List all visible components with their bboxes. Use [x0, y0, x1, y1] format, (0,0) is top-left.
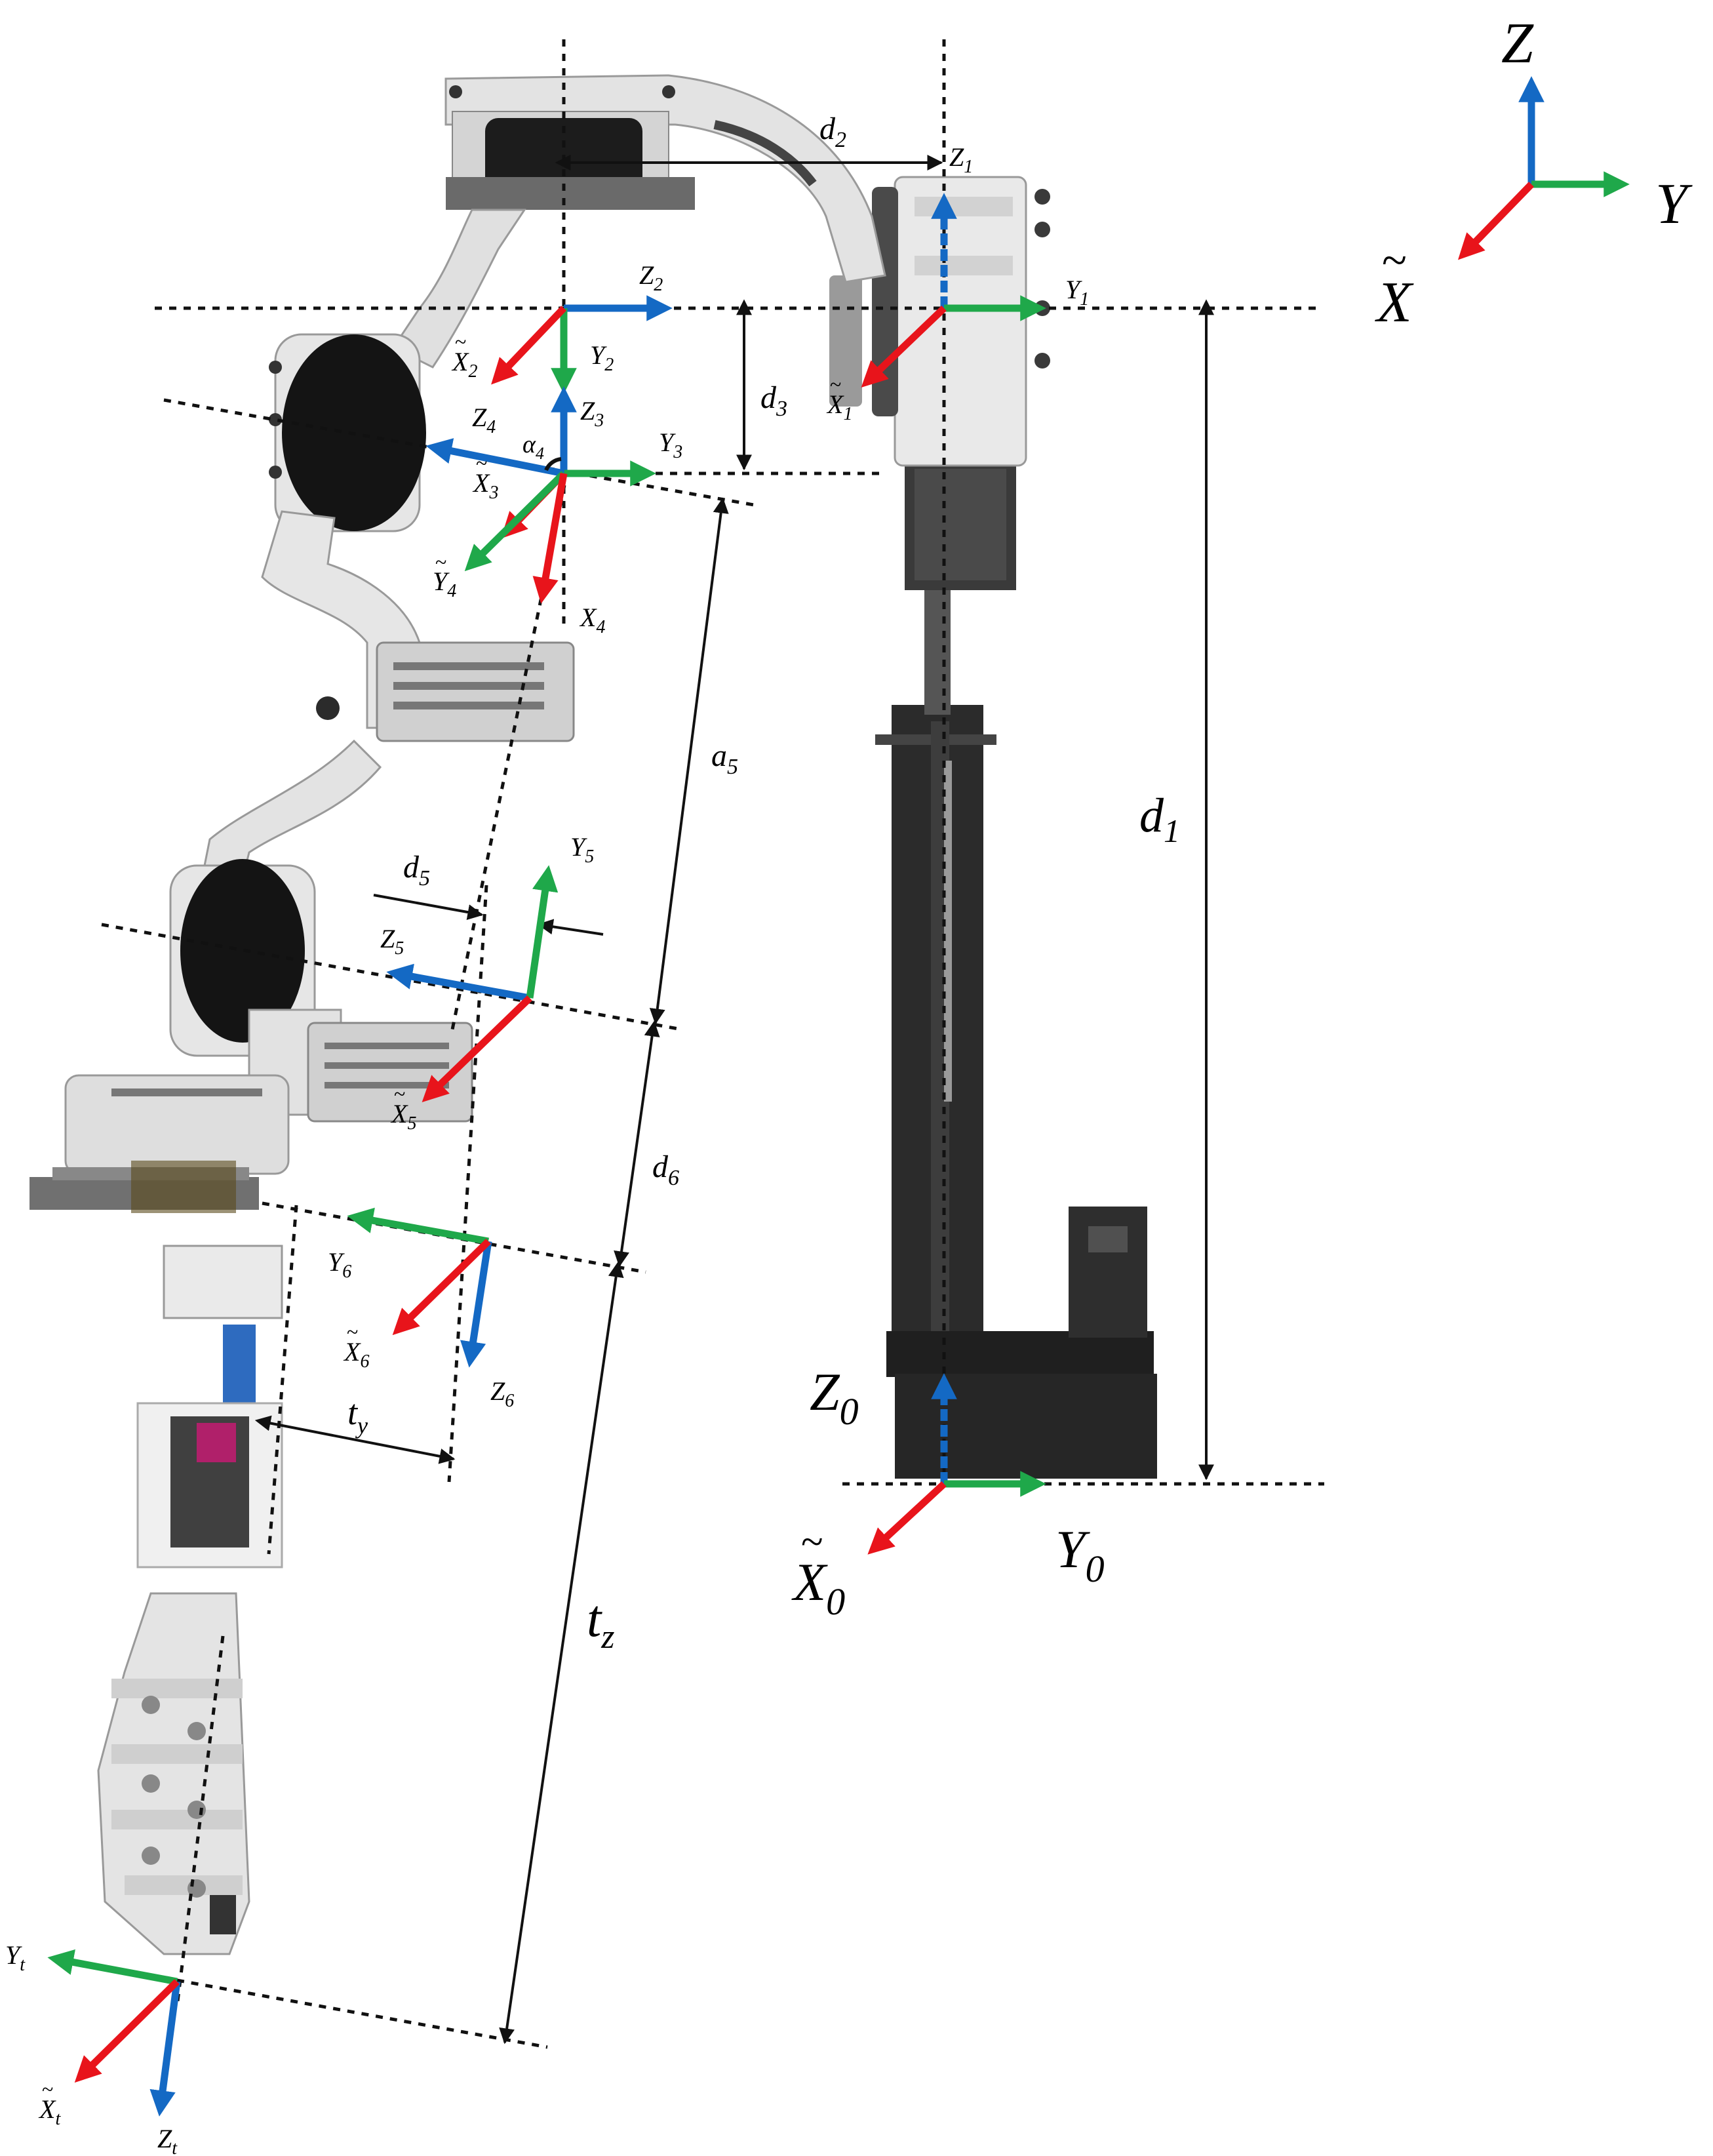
- d6-arrow: [614, 1020, 660, 1268]
- xt-arrow: [74, 1979, 180, 2083]
- x6-label: X6: [343, 1337, 369, 1372]
- xt-label: Xt: [38, 2094, 61, 2129]
- z4-label: Z4: [472, 403, 496, 437]
- x1-tilde: ~: [830, 372, 841, 396]
- tz-label: tz: [587, 1590, 614, 1656]
- global-z-label: Z: [1501, 12, 1534, 75]
- x5-tilde: ~: [394, 1082, 405, 1106]
- z2-label: Z2: [639, 260, 663, 295]
- z1-label: Z1: [949, 142, 973, 177]
- d5-arrow-right: [537, 919, 604, 936]
- x4-label: X4: [579, 603, 605, 637]
- y5-arrow: [526, 865, 559, 999]
- y4-arrow: [464, 471, 566, 572]
- x4-arrow: [532, 473, 568, 604]
- d2-label: d2: [819, 111, 846, 152]
- d1-label: d1: [1139, 789, 1180, 849]
- y6-label: Y6: [328, 1247, 351, 1282]
- ty-label: ty: [347, 1393, 368, 1439]
- zt-arrow: [149, 1981, 181, 2117]
- x0-arrow: [867, 1481, 947, 1555]
- alpha4-arc: [544, 457, 562, 471]
- z0-label: Z0: [810, 1362, 859, 1433]
- x0-tilde: ~: [801, 1520, 823, 1565]
- shoulder-motor: [195, 333, 575, 906]
- global-x-tilde: ~: [1382, 235, 1407, 286]
- y6-arrow: [347, 1207, 489, 1245]
- d6-label: d6: [652, 1149, 679, 1190]
- z6-label: Z6: [490, 1376, 514, 1411]
- global-x-label: X: [1375, 271, 1414, 334]
- z4-arrow: [425, 438, 565, 477]
- z3-label: Z3: [580, 396, 604, 431]
- y4-tilde: ~: [435, 550, 446, 574]
- hand-fingers: [97, 1592, 250, 1955]
- a5-label: a5: [711, 738, 738, 779]
- dimension-arrows: [254, 155, 1214, 2045]
- x3-tilde: ~: [476, 451, 487, 475]
- y3-label: Y3: [659, 428, 682, 462]
- xt-tilde: ~: [42, 2077, 53, 2101]
- tz-arrow: [499, 1261, 624, 2045]
- d5-label: d5: [403, 850, 430, 890]
- linear-actuator-column: [875, 459, 1157, 1479]
- labels: Z Y X ~ Z0 Y0 X0 ~ Z1 Y1 X1 ~ Z2 Y2 X2 ~…: [5, 12, 1693, 2156]
- ty-arrow: [254, 1415, 456, 1464]
- d3-label: d3: [760, 380, 787, 421]
- x2-tilde: ~: [455, 330, 466, 353]
- z5-arrow: [386, 963, 530, 1002]
- x3-label: X3: [472, 468, 498, 503]
- y1-label: Y1: [1065, 275, 1089, 309]
- z5-label: Z5: [380, 924, 404, 959]
- x2-label: X2: [451, 347, 477, 382]
- yt-label: Yt: [5, 1940, 26, 1975]
- x2-arrow: [491, 306, 566, 385]
- x6-arrow: [392, 1239, 491, 1336]
- x6-tilde: ~: [347, 1320, 358, 1344]
- global-x-arrow: [1457, 182, 1534, 260]
- x1-label: X1: [826, 389, 852, 424]
- z6-arrow: [460, 1241, 492, 1368]
- y0-label: Y0: [1055, 1519, 1105, 1590]
- d5-arrow-left: [373, 894, 484, 920]
- a5-arrow: [649, 497, 729, 1025]
- global-y-label: Y: [1655, 172, 1693, 236]
- y2-label: Y2: [590, 340, 614, 375]
- x5-label: X5: [390, 1099, 416, 1134]
- frame-axes: [47, 76, 1630, 2117]
- y4-label: Y4: [433, 567, 456, 601]
- upper-curved-link: [391, 74, 886, 369]
- alpha4-label: α4: [522, 431, 544, 463]
- wrist-assembly: [30, 1074, 290, 1568]
- x5-arrow: [422, 995, 532, 1103]
- x0-label: X0: [791, 1552, 845, 1623]
- yt-arrow: [47, 1949, 178, 1986]
- y5-label: Y5: [570, 832, 594, 867]
- x1-arrow: [861, 306, 947, 388]
- zt-label: Zt: [157, 2124, 178, 2156]
